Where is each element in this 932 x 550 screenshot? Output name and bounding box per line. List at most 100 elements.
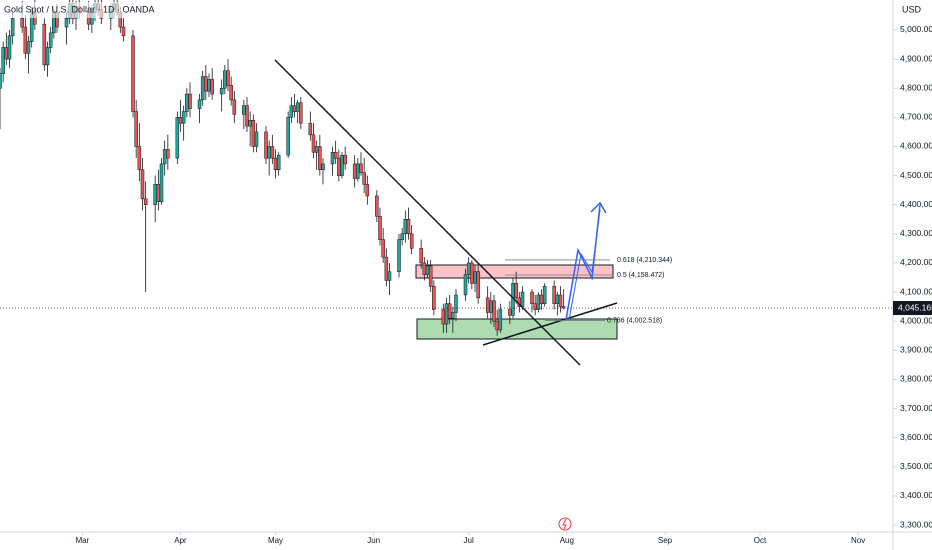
candle-body: [476, 271, 480, 299]
candle-body: [530, 291, 534, 304]
candle-body: [495, 320, 499, 331]
candle-body: [387, 271, 392, 281]
candle-body: [270, 146, 275, 159]
candle-body: [207, 79, 211, 92]
x-tick-label: Mar: [75, 536, 89, 545]
last-price-label: 4,045.165: [898, 302, 932, 312]
candle-body: [4, 47, 9, 60]
candle-body: [20, 18, 24, 28]
candle-body: [314, 146, 319, 153]
y-tick-label: 4,000.000: [900, 315, 932, 325]
candle-body: [276, 154, 281, 171]
trend-line: [482, 302, 618, 346]
fib-label: 0.5 (4,158.472): [617, 272, 664, 279]
candle-body: [492, 300, 496, 322]
candle-body: [64, 18, 69, 28]
fib-label: 0.786 (4,002.518): [607, 317, 662, 324]
y-tick-label: 3,400.000: [900, 490, 932, 500]
candle-body: [204, 76, 208, 92]
candle-body: [428, 265, 433, 287]
candle-body: [381, 239, 385, 258]
candle-body: [514, 283, 518, 299]
candle-body: [340, 154, 344, 176]
candle-body: [359, 163, 363, 173]
candle-body: [7, 35, 12, 60]
event-icon[interactable]: [558, 517, 572, 531]
candle-body: [365, 184, 370, 197]
candle-body: [254, 131, 259, 147]
support-zone: [416, 318, 618, 340]
candle-body: [232, 99, 237, 115]
x-tick-label: May: [268, 536, 283, 545]
candle-body: [403, 219, 408, 235]
y-tick-label: 3,600.000: [900, 432, 932, 442]
candle-body: [539, 294, 544, 304]
y-tick-label: 4,200.000: [900, 257, 932, 267]
y-tick-label: 4,400.000: [900, 199, 932, 209]
candle-body: [498, 309, 503, 331]
fib-label: 0.618 (4,210.344): [617, 257, 672, 264]
projection-path: [568, 209, 601, 321]
candle-body: [1, 47, 5, 74]
x-tick-label: Oct: [754, 536, 767, 545]
candle-body: [175, 117, 180, 159]
y-tick-label: 3,800.000: [900, 374, 932, 384]
chart-title: Gold Spot / U.S. Dollar · 1D · OANDA: [4, 4, 155, 14]
candle-body: [356, 163, 360, 179]
candle-body: [552, 285, 556, 304]
candles: [0, 0, 566, 336]
x-tick-label: Apr: [174, 536, 187, 545]
y-tick-label: 4,700.000: [900, 112, 932, 122]
candle-body: [466, 262, 471, 275]
candle-body: [48, 32, 53, 48]
candle-body: [520, 291, 525, 307]
y-tick-label: 3,500.000: [900, 461, 932, 471]
candle-body: [226, 70, 230, 86]
candle-body: [558, 294, 563, 307]
candle-body: [251, 120, 256, 147]
candle-body: [384, 256, 389, 281]
resistance-zone: [415, 264, 614, 279]
y-tick-label: 4,800.000: [900, 82, 932, 92]
candle-body: [533, 303, 537, 310]
candle-body: [422, 262, 427, 275]
candle-body: [555, 294, 560, 304]
y-tick-label: 4,900.000: [900, 53, 932, 63]
candle-body: [289, 105, 294, 118]
candle-body: [178, 117, 183, 124]
candle-body: [362, 172, 366, 185]
candle-body: [454, 294, 458, 313]
candle-body: [470, 262, 474, 284]
y-tick-label: 4,300.000: [900, 228, 932, 238]
candle-body: [162, 149, 167, 165]
candle-body: [406, 219, 411, 235]
candle-body: [400, 233, 404, 240]
candle-body: [121, 26, 126, 37]
candle-body: [432, 285, 436, 310]
candle-body: [134, 111, 138, 147]
candle-body: [219, 87, 224, 95]
candle-body: [248, 120, 252, 127]
candle-body: [330, 152, 335, 165]
candle-body: [245, 105, 249, 127]
x-tick-label: Jun: [367, 536, 380, 545]
price-unit: USD: [902, 4, 922, 14]
candle-body: [508, 309, 512, 316]
candle-body: [45, 47, 50, 66]
candle-body: [159, 163, 164, 203]
candle-body: [397, 239, 401, 272]
candle-body: [463, 274, 468, 296]
candle-body: [378, 216, 382, 240]
candle-body: [292, 105, 297, 112]
candle-body: [185, 93, 189, 112]
candle-body: [308, 122, 313, 136]
candle-body: [409, 233, 414, 249]
x-tick-label: Sep: [658, 536, 673, 545]
x-tick-label: Aug: [560, 536, 574, 545]
y-tick-label: 4,500.000: [900, 170, 932, 180]
candle-body: [311, 134, 316, 153]
candle-body: [26, 41, 31, 54]
candle-body: [318, 146, 322, 171]
